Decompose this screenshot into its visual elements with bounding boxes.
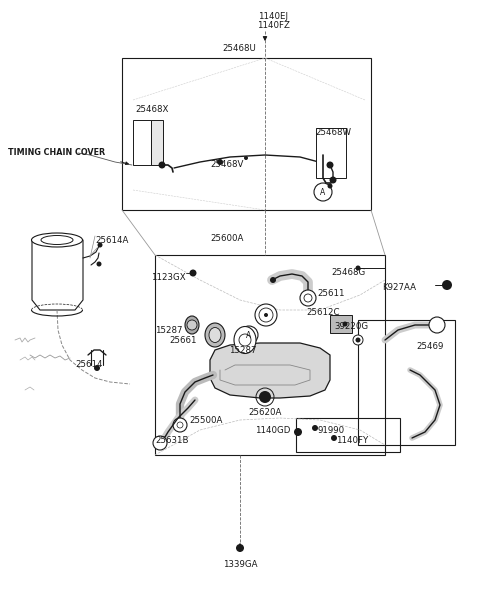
Bar — [296, 418, 400, 452]
Bar — [330, 315, 352, 333]
Circle shape — [270, 277, 276, 283]
Text: 25469: 25469 — [416, 342, 444, 351]
Circle shape — [255, 304, 277, 326]
Text: A: A — [246, 331, 252, 340]
Text: 15287: 15287 — [229, 346, 256, 355]
Circle shape — [429, 317, 445, 333]
Circle shape — [259, 391, 271, 403]
Circle shape — [264, 313, 268, 317]
Circle shape — [240, 326, 258, 344]
Text: 25612C: 25612C — [306, 308, 339, 317]
Circle shape — [190, 270, 196, 277]
Text: 25468G: 25468G — [331, 268, 365, 277]
Circle shape — [187, 320, 197, 330]
Circle shape — [244, 156, 248, 160]
Circle shape — [343, 322, 348, 326]
Ellipse shape — [209, 328, 221, 343]
Text: 1140EJ: 1140EJ — [258, 12, 288, 21]
Circle shape — [331, 435, 337, 441]
Bar — [122, 58, 371, 210]
Ellipse shape — [234, 326, 256, 353]
Text: 25661: 25661 — [169, 336, 197, 345]
Circle shape — [217, 159, 223, 165]
Circle shape — [356, 337, 360, 343]
Bar — [133, 120, 151, 165]
Text: 39220G: 39220G — [334, 322, 368, 331]
Text: 25620A: 25620A — [248, 408, 281, 417]
Circle shape — [314, 183, 332, 201]
Text: 1140FZ: 1140FZ — [257, 21, 289, 30]
Circle shape — [294, 428, 302, 436]
Text: 25468V: 25468V — [210, 160, 243, 169]
Circle shape — [326, 162, 334, 168]
Circle shape — [158, 162, 166, 168]
Bar — [316, 128, 346, 178]
Bar — [358, 320, 455, 445]
Circle shape — [239, 334, 251, 346]
Text: 25631B: 25631B — [155, 436, 189, 445]
Ellipse shape — [41, 235, 73, 244]
Ellipse shape — [205, 323, 225, 347]
Circle shape — [329, 177, 336, 183]
Circle shape — [153, 436, 167, 450]
Ellipse shape — [32, 233, 83, 247]
Bar — [151, 120, 163, 165]
Circle shape — [177, 422, 183, 428]
Text: A: A — [320, 188, 325, 197]
Circle shape — [94, 365, 100, 371]
Polygon shape — [210, 343, 330, 398]
Circle shape — [442, 280, 452, 290]
Text: TIMING CHAIN COVER: TIMING CHAIN COVER — [8, 148, 105, 157]
Circle shape — [97, 243, 103, 247]
Bar — [155, 255, 385, 455]
Circle shape — [312, 425, 318, 431]
Text: 25468U: 25468U — [222, 44, 256, 53]
Circle shape — [304, 294, 312, 302]
Circle shape — [327, 183, 333, 189]
Text: 1140FY: 1140FY — [336, 436, 368, 445]
Text: 91990: 91990 — [317, 426, 344, 435]
Text: 25611: 25611 — [317, 289, 345, 298]
Text: 25614: 25614 — [75, 360, 103, 369]
Text: 1140GD: 1140GD — [255, 426, 290, 435]
Text: 25468X: 25468X — [135, 105, 168, 114]
Circle shape — [236, 544, 244, 552]
Text: 1123GX: 1123GX — [151, 273, 186, 282]
Circle shape — [96, 262, 101, 267]
Text: 25468W: 25468W — [315, 128, 351, 137]
Circle shape — [173, 418, 187, 432]
Circle shape — [356, 265, 360, 271]
Text: 25500A: 25500A — [189, 416, 222, 425]
Circle shape — [259, 308, 273, 322]
Ellipse shape — [185, 316, 199, 334]
Text: 25614A: 25614A — [95, 236, 128, 245]
Circle shape — [353, 335, 363, 345]
Circle shape — [300, 290, 316, 306]
Text: 1339GA: 1339GA — [223, 560, 257, 569]
Text: K927AA: K927AA — [382, 283, 416, 292]
Text: 25600A: 25600A — [210, 234, 243, 243]
Text: 15287: 15287 — [156, 326, 183, 335]
